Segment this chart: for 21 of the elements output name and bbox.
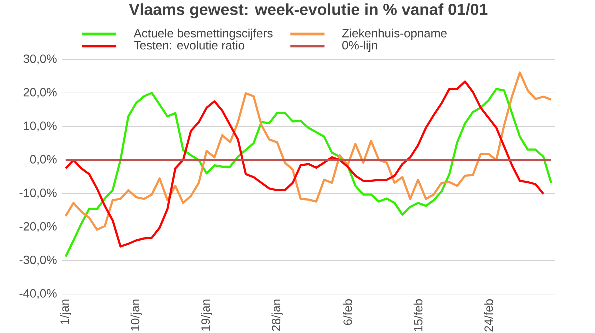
y-tick-label: -40,0% (20, 289, 57, 300)
y-tick-label: -30,0% (20, 256, 57, 266)
x-tick-label: 28/jan (272, 300, 283, 332)
y-tick-label: -10,0% (20, 188, 57, 199)
y-tick-label: 0,0% (30, 155, 57, 166)
x-tick-label: 15/feb (414, 300, 423, 332)
legend-label: Ziekenhuis-opname (342, 28, 447, 40)
line-series (64, 72, 552, 232)
legend-label: Actuele besmettingscijfers (134, 28, 273, 40)
x-tick-label: 19/jan (201, 300, 212, 331)
chart-title: Vlaams gewest: week-evolutie in % vanaf 01/01 (129, 4, 488, 19)
y-tick-label: -20,0% (20, 222, 57, 232)
legend-label: 0%-lijn (342, 40, 378, 52)
x-tick-label: 1/jan (60, 300, 72, 324)
legend-label: Testen: evolutie ratio (134, 40, 245, 50)
x-tick-label: 10/jan (130, 300, 142, 331)
x-tick-label: 24/feb (484, 300, 494, 332)
y-tick-label: 30,0% (24, 54, 57, 65)
x-tick-label: 6/feb (343, 300, 352, 326)
y-tick-label: 20,0% (24, 88, 57, 98)
y-tick-label: 10,0% (24, 122, 57, 132)
